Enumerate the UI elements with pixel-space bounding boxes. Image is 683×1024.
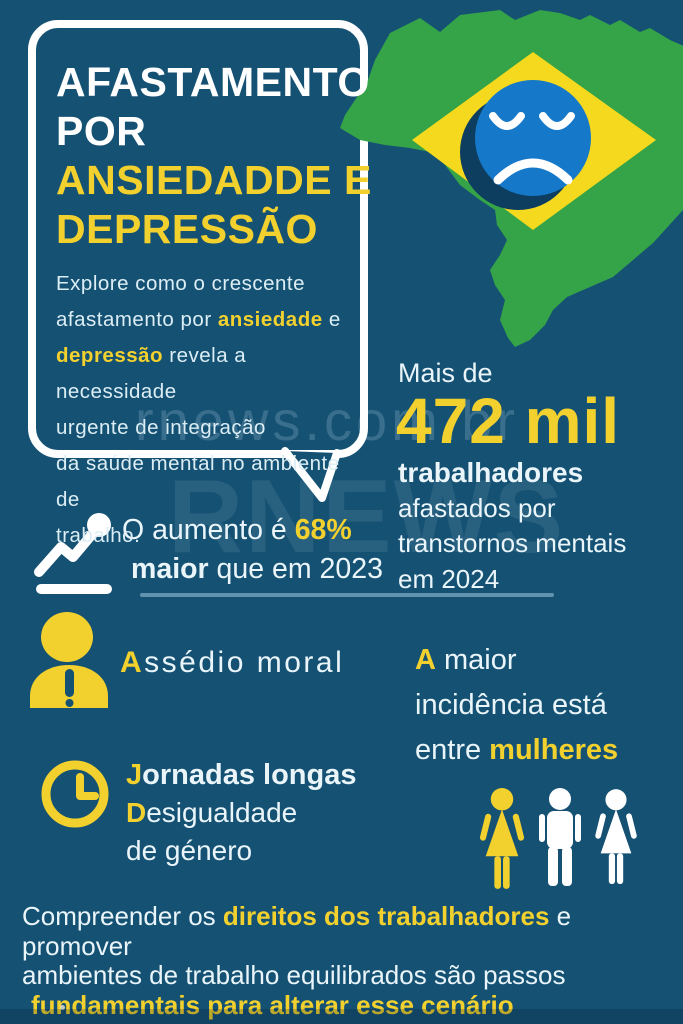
intro-paragraph: Explore como o crescente afastamento por … (56, 272, 341, 547)
page-title: AFASTAMENTO POR ANSIEDADDE E DEPRESSÃO (56, 59, 372, 252)
brazil-map-sad-face-icon (340, 10, 683, 347)
stat-intro: Mais de (398, 358, 493, 388)
clock-icon (41, 760, 109, 828)
speech-bubble (28, 20, 368, 458)
speech-bubble-tail-icon (281, 447, 341, 502)
stat-line-afastados: afastados por (398, 492, 556, 523)
stat-number: 472 mil (396, 385, 621, 457)
sad-face-icon (475, 80, 591, 196)
incidence-note: A maior incidência está entre mulheres (415, 644, 619, 766)
sad-face-left-eye (489, 112, 525, 130)
stat-description: trabalhadores afastados por transtornos … (398, 455, 626, 597)
male-icon (539, 788, 581, 886)
female-icon (479, 788, 525, 889)
trend-up-icon (34, 513, 112, 594)
female-icon (595, 789, 637, 885)
person-alert-icon (30, 612, 108, 708)
sad-face-mouth (493, 158, 573, 185)
period-dot (60, 1005, 65, 1010)
watermark-small: rnews.com.br (135, 389, 520, 452)
stat-line-ano: em 2024 (398, 563, 500, 594)
footer-note: Compreender os direitos dos trabalhadore… (22, 901, 572, 1020)
harassment-label: Assédio moral (120, 646, 345, 679)
increase-note: O aumento é 68% maior que em 2023 (122, 514, 383, 585)
bottom-strip (0, 1009, 683, 1024)
watermark-big: RNEWS (168, 459, 566, 575)
stat-line-transtornos: transtornos mentais (398, 528, 627, 558)
sad-face-right-eye (539, 112, 575, 130)
stat-line-trabalhadores: trabalhadores (398, 457, 584, 488)
divider-line (140, 593, 554, 597)
workload-label: Jornadas longas Desigualdade de género (126, 759, 357, 866)
gender-figures (477, 788, 639, 894)
